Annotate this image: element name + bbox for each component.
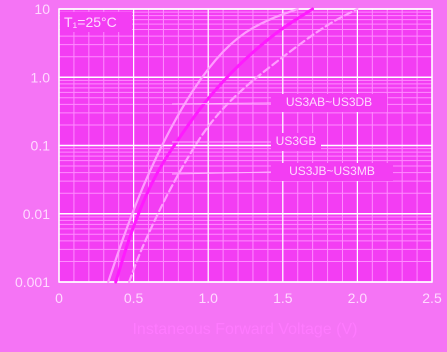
x-axis-label: Instaneous Forward Voltage (V) (132, 321, 357, 338)
series-line-1 (107, 7, 299, 284)
x-tick-label: 1.0 (198, 290, 218, 306)
grid-major (58, 8, 433, 283)
x-tick-label: 2.5 (422, 290, 442, 306)
plot-frame (58, 8, 433, 283)
x-tick-label: 0.5 (124, 290, 144, 306)
legend-leader-3 (171, 171, 272, 175)
temp-annotation-box (60, 12, 132, 32)
y-tick-label: 0.001 (15, 274, 50, 290)
temp-annotation: T₁=25°C (64, 14, 117, 30)
legend-layer: US3AB~US3DB US3GB US3JB~US3MB (171, 94, 393, 181)
y-tick-label: 0.1 (31, 138, 51, 154)
x-tick-label: 1.5 (273, 290, 293, 306)
x-tick-label: 2.0 (348, 290, 368, 306)
legend-leader-1 (171, 102, 272, 105)
series-layer (107, 7, 359, 284)
legend-box-3 (271, 163, 393, 181)
legend-label-1: US3AB~US3DB (286, 95, 372, 109)
y-tick-label: 0.01 (23, 206, 50, 222)
x-tick-labels: 0 0.5 1.0 1.5 2.0 2.5 (55, 290, 442, 306)
x-tick-label: 0 (55, 290, 63, 306)
series-line-3 (128, 7, 359, 284)
legend-label-3: US3JB~US3MB (289, 164, 375, 178)
y-tick-label: 10 (34, 1, 50, 17)
annotation-layer: T₁=25°C (60, 12, 132, 32)
legend-box-1 (271, 94, 387, 112)
y-tick-labels: 10 1.0 0.1 0.01 0.001 (15, 1, 50, 290)
y-tick-label: 1.0 (31, 69, 51, 85)
series-line-2 (114, 7, 315, 284)
legend-label-2: US3GB (276, 134, 317, 148)
legend-box-2 (271, 133, 321, 151)
